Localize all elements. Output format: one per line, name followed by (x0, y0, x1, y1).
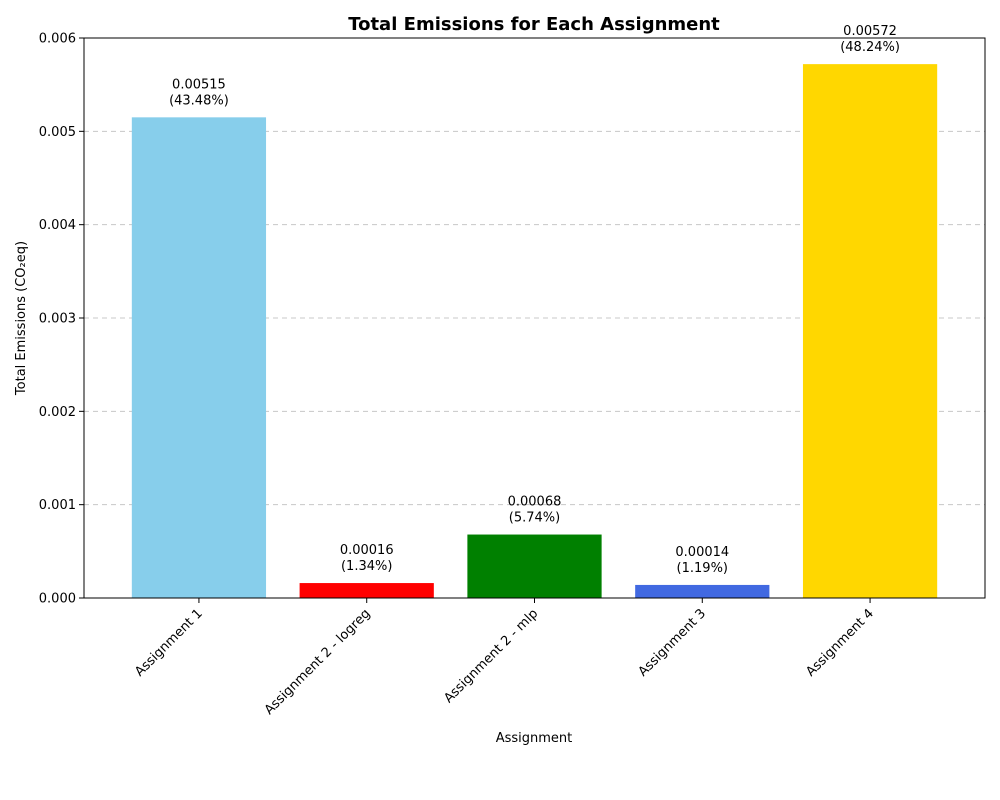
bar-value-label: 0.00016 (340, 543, 394, 558)
bar-percent-label: (1.19%) (677, 561, 728, 576)
bar-value-label: 0.00014 (675, 545, 729, 560)
bar (802, 64, 938, 599)
y-tick-label: 0.000 (39, 592, 76, 607)
y-axis-label: Total Emissions (CO₂eq) (14, 241, 29, 396)
bar (299, 583, 434, 598)
y-tick-label: 0.002 (39, 405, 76, 420)
y-tick-label: 0.006 (39, 32, 76, 47)
y-tick-label: 0.005 (39, 125, 76, 140)
bar-value-label: 0.00572 (843, 24, 897, 39)
x-axis-ticks: Assignment 1 Assignment 2 - logreg Assignm… (132, 598, 877, 718)
bar-percent-label: (5.74%) (509, 511, 560, 526)
bar-percent-label: (1.34%) (341, 559, 392, 574)
y-tick-label: 0.001 (39, 498, 76, 513)
chart-title: Total Emissions for Each Assignment (348, 14, 720, 35)
bar-percent-label: (43.48%) (169, 93, 229, 108)
y-axis-ticks: 0.000 0.001 0.002 0.003 0.004 0.005 0.006 (39, 32, 84, 607)
x-tick-label: Assignment 4 (803, 606, 877, 680)
bar (131, 117, 267, 598)
x-tick-label: Assignment 2 - logreg (262, 606, 374, 718)
x-tick-label: Assignment 2 - mlp (441, 606, 541, 706)
x-tick-label: Assignment 3 (636, 606, 710, 680)
bars (131, 64, 938, 599)
bar-percent-label: (48.24%) (840, 40, 900, 55)
bar (635, 584, 770, 598)
bar-data-labels: 0.00515(43.48%) 0.00016(1.34%) 0.00068(5.7… (169, 24, 900, 576)
x-axis-label: Assignment (496, 731, 573, 746)
bar (467, 534, 602, 598)
bar-value-label: 0.00068 (508, 495, 562, 510)
bar-value-label: 0.00515 (172, 77, 226, 92)
y-tick-label: 0.003 (39, 312, 76, 327)
y-tick-label: 0.004 (39, 218, 76, 233)
x-tick-label: Assignment 1 (132, 606, 206, 680)
